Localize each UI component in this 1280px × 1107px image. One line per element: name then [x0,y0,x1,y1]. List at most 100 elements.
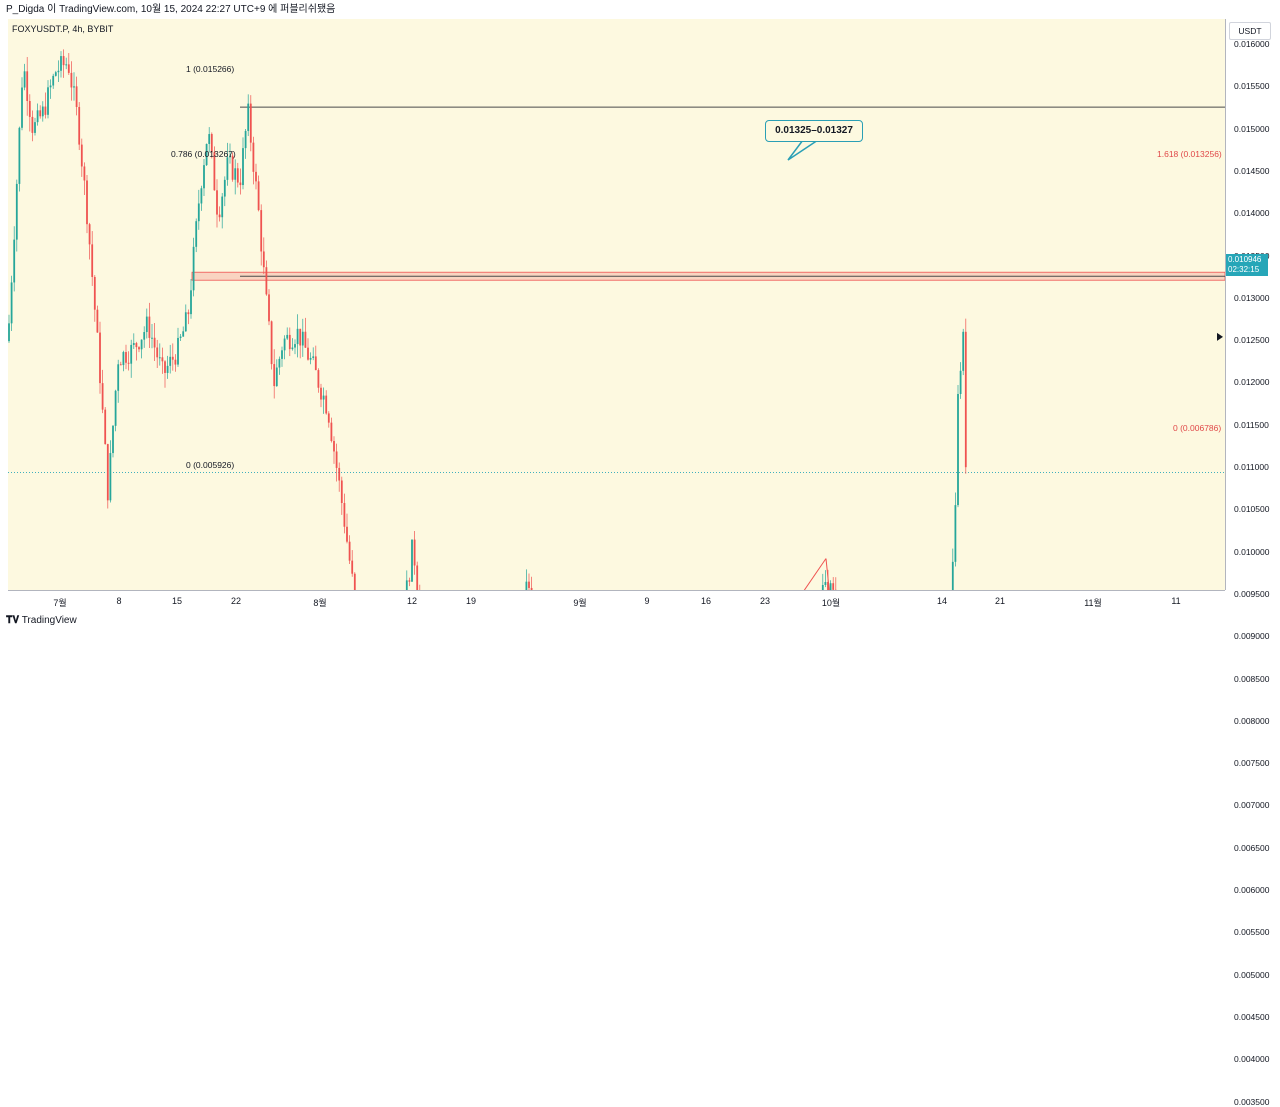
candle [193,238,195,297]
candle [344,494,346,534]
candle-body [24,71,26,87]
time-tick-label: 9 [644,596,649,606]
price-tick-label: 0.004000 [1234,1054,1269,1064]
candle [78,102,80,150]
candle [297,314,299,357]
candle [822,574,824,590]
candle [107,444,109,509]
fib-level-786-label: 0.786 (0.013267) [171,149,236,159]
candlestick-chart[interactable] [8,19,1225,590]
candle-body [325,396,327,414]
candle-body [268,294,270,321]
candle-body [201,188,203,203]
candle-body [299,329,301,346]
time-tick-label: 19 [466,596,476,606]
candle [104,407,106,445]
candle [310,352,312,364]
price-tick-label: 0.011500 [1234,420,1269,430]
candle-body [159,357,161,358]
candle [91,231,93,286]
candle [52,74,54,89]
candle [112,425,114,457]
candle-body [162,357,164,361]
tradingview-logo: 𝐓𝐕 TradingView [6,615,77,626]
candle-body [185,312,187,331]
candle-body [354,574,356,590]
candle-body [289,335,291,349]
candle [273,349,275,398]
candle [960,362,962,399]
time-tick-label: 12 [407,596,417,606]
time-tick-label: 11월 [1084,596,1102,609]
candle [271,321,273,370]
candle [965,319,967,474]
candle [531,577,533,590]
candle [37,104,39,126]
price-tick-label: 0.013000 [1234,293,1269,303]
price-zone-callout[interactable]: 0.01325–0.01327 [765,120,863,142]
candle-body [175,360,177,365]
candle [325,390,327,414]
currency-button[interactable]: USDT [1229,22,1271,40]
candle [130,340,132,378]
candle [19,127,21,192]
candle [331,418,333,443]
candle-body [292,348,294,350]
candle [138,346,140,352]
fib-ext-0-label: 0 (0.006786) [1173,423,1221,433]
candle [276,359,278,387]
candle-body [63,56,65,65]
candle-body [107,444,109,500]
time-tick-label: 15 [172,596,182,606]
candle [177,328,179,367]
candle [305,318,307,348]
candle [169,345,171,374]
candle [289,328,291,357]
candle [962,329,964,375]
candle [167,356,169,379]
candle [294,339,296,354]
candle [263,237,265,274]
candle-body [962,332,964,371]
candle-body [120,364,122,365]
candle [299,329,301,359]
current-price-tag: 0.010946 02:32:15 [1226,254,1268,276]
candle [110,440,112,502]
candle-body [115,391,117,426]
candle-body [89,224,91,244]
candle [307,338,309,360]
candle [128,351,130,370]
candle-body [32,117,34,133]
candle [832,577,834,590]
candle-body [955,505,957,562]
candle [247,94,249,136]
candle-body [81,145,83,167]
candle-body [227,157,229,180]
candle-body [42,107,44,117]
price-tick-label: 0.010500 [1234,504,1269,514]
time-axis[interactable] [8,590,1225,611]
candle [13,226,15,291]
candle [346,514,348,544]
candle [312,347,314,360]
candle [63,49,65,77]
candle [201,186,203,211]
candle [219,206,221,221]
candle [76,77,78,116]
chart-plot-area[interactable] [8,19,1225,590]
candle-body [55,72,57,76]
price-tick-label: 0.011000 [1234,462,1269,472]
candle [115,390,117,431]
candle [250,95,252,151]
candle-body [333,441,335,451]
candle [68,53,70,75]
candle-body [156,347,158,357]
time-tick-label: 22 [231,596,241,606]
candle [188,309,190,324]
price-tick-label: 0.014000 [1234,208,1269,218]
candle [268,289,270,325]
candle-body [149,317,151,338]
time-tick-label: 10월 [822,596,840,609]
candle-body [528,582,530,588]
candle-body [832,583,834,590]
